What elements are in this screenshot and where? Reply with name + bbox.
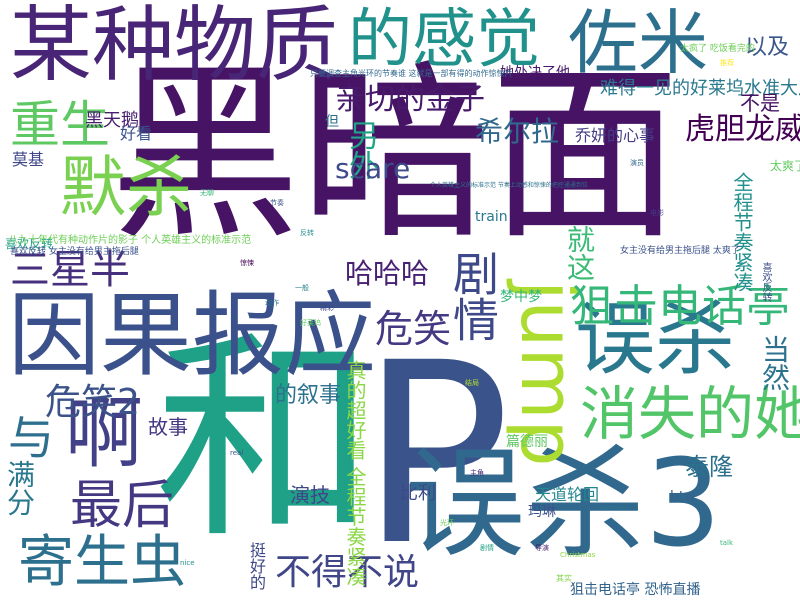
- word-29: 以及: [745, 35, 790, 60]
- word-37: 的叙事: [275, 383, 342, 408]
- word-14: 寄生虫: [18, 530, 186, 595]
- word-46: 不是: [740, 91, 780, 115]
- word-47: 挺好的: [247, 542, 266, 590]
- word-23: 不得不说: [275, 552, 420, 593]
- word-28: 另外: [343, 120, 378, 180]
- word-60: 喜欢反转 女主没有给男主拖后腿: [10, 247, 139, 257]
- word-13: 重生: [10, 96, 110, 154]
- word-44: 狙击电话亭 恐怖直播: [570, 582, 701, 598]
- filler-word-19: real: [230, 449, 244, 457]
- word-66: 个人英雄主义的标准示范 节奏上动感和惊悚的把控通通到位: [430, 182, 588, 189]
- word-45: 天道轮回: [535, 485, 600, 504]
- word-52: 但: [325, 114, 339, 130]
- word-41: 故事: [148, 415, 188, 439]
- filler-word-10: 演员: [630, 159, 644, 167]
- word-26: 希尔拉: [475, 115, 560, 148]
- filler-word-4: 惊悚: [240, 259, 254, 267]
- word-34: 全程节奏紧凑: [730, 172, 754, 292]
- filler-word-15: 结局: [465, 379, 479, 387]
- word-33: 就这: [563, 225, 596, 281]
- word-36: 黑天鹅: [85, 110, 139, 131]
- word-16: 消失的她: [580, 380, 800, 448]
- word-53: btw: [670, 489, 696, 505]
- word-51: 莫基: [12, 150, 45, 169]
- word-67: 喜欢反转: [760, 262, 771, 302]
- word-24: 亲切的金子: [335, 82, 485, 117]
- word-11: 啊: [65, 389, 144, 479]
- filler-word-16: 导演: [535, 544, 549, 552]
- word-7: 的感觉: [348, 3, 540, 77]
- word-32: 当然: [758, 335, 791, 391]
- word-42: 乔妍的心事: [575, 126, 656, 145]
- word-57: 喜欢反转: [5, 237, 54, 251]
- word-8: 佐米: [568, 2, 708, 84]
- word-54: train: [475, 209, 508, 225]
- word-64: Christmas: [560, 551, 596, 559]
- word-21: 危笑2: [45, 382, 140, 423]
- filler-word-13: 一般: [295, 284, 309, 292]
- word-15: 最后: [70, 476, 175, 536]
- word-30: scare: [335, 152, 411, 185]
- word-65: 其实: [556, 574, 572, 583]
- word-56: 篇德丽: [506, 434, 548, 450]
- word-19: 三星半: [10, 247, 130, 293]
- word-38: 泰隆: [685, 453, 733, 481]
- filler-word-1: 无聊: [200, 189, 214, 197]
- filler-word-6: 好莱坞: [300, 319, 321, 327]
- word-25: 虎胆龙威: [685, 112, 800, 147]
- filler-word-12: 推荐: [720, 59, 734, 67]
- filler-word-18: talk: [720, 539, 734, 547]
- word-63: 女主没有给男主拖后腿 太爽了: [620, 246, 740, 256]
- word-9: 误杀: [575, 293, 735, 386]
- word-39: 演技: [290, 483, 330, 507]
- word-59: 八九十年代有种动作片的影子 个人英雄主义的标准示范: [8, 235, 252, 246]
- word-40: 比利: [400, 483, 436, 504]
- word-31: 满分: [3, 460, 36, 516]
- filler-word-7: 主角: [470, 469, 484, 477]
- word-17: 狙击电话亭: [570, 281, 790, 332]
- word-18: 剧情: [446, 250, 500, 342]
- word-12: 默杀: [60, 149, 192, 226]
- word-20: 与: [8, 411, 54, 465]
- filler-word-2: 节奏: [270, 199, 284, 207]
- word-48: 梦中梦: [500, 289, 542, 305]
- word-58: 太爽了: [770, 159, 800, 173]
- filler-word-14: 精彩: [320, 304, 334, 312]
- word-10: jump: [504, 280, 590, 467]
- filler-word-5: 动作: [265, 299, 279, 307]
- filler-word-9: 剧情: [480, 544, 494, 552]
- word-2: P: [360, 309, 511, 600]
- filler-word-17: Woman: [600, 504, 627, 512]
- word-3: 和: [155, 312, 376, 568]
- filler-word-8: 光环: [440, 519, 454, 527]
- word-1: 黑暗面: [110, 44, 681, 265]
- word-27: 哈哈哈: [345, 257, 430, 290]
- filler-word-11: 电影: [650, 209, 664, 217]
- word-35: 真的超好看 全程节奏紧凑: [343, 360, 367, 587]
- word-6: 某种物质: [10, 0, 339, 93]
- filler-word-20: nice: [180, 559, 195, 567]
- word-55: 玛琳: [528, 504, 556, 520]
- word-61: 只要调查主角光环的节奏谁 这就是一部有得的动作惊悚片: [310, 69, 513, 78]
- word-50: 好看: [120, 124, 153, 143]
- filler-word-3: 反转: [300, 229, 314, 237]
- word-49: 她处决了他: [500, 65, 570, 81]
- word-22: 危笑: [375, 307, 452, 351]
- word-62: 太疯了 吃饭看完的: [680, 44, 755, 54]
- word-5: 因果报应: [8, 282, 377, 389]
- word-4: 误杀3: [405, 435, 722, 574]
- word-43: 难得一见的好莱坞水准大片: [600, 78, 800, 99]
